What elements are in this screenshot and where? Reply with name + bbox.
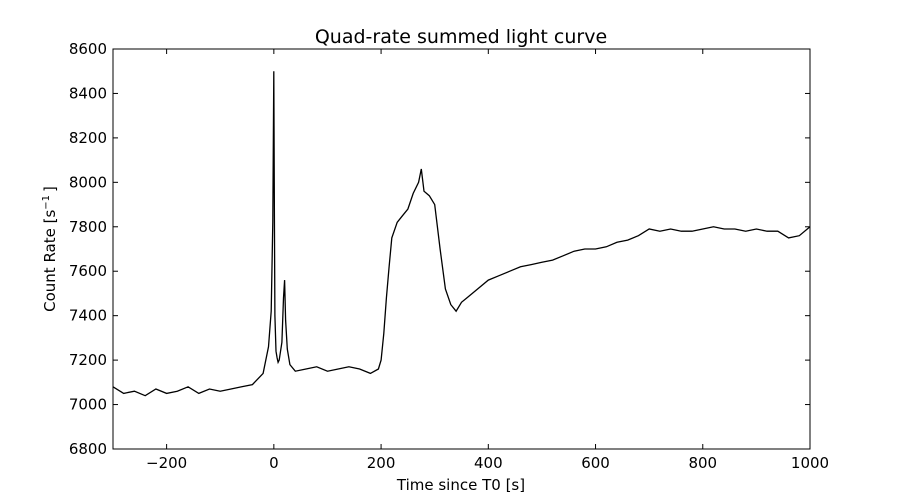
y-tick-label: 7400 — [69, 307, 107, 325]
y-axis-label-main: Count Rate [s — [41, 210, 59, 312]
x-tick-label: −200 — [146, 454, 187, 472]
y-tick-label: 7000 — [69, 396, 107, 414]
y-tick-label: 7800 — [69, 218, 107, 236]
y-tick-label: 8400 — [69, 84, 107, 102]
series-line-light-curve — [112, 71, 811, 397]
x-tick-label: 400 — [474, 454, 503, 472]
x-tick-label: 200 — [367, 454, 396, 472]
x-tick-label: 0 — [269, 454, 279, 472]
y-axis-label-superscript: −1 — [41, 195, 52, 210]
y-tick-label: 8200 — [69, 129, 107, 147]
y-tick-label: 7600 — [69, 262, 107, 280]
y-tick-label: 8600 — [69, 40, 107, 58]
y-tick-label: 7200 — [69, 351, 107, 369]
y-tick-label: 8000 — [69, 173, 107, 191]
y-tick-label: 6800 — [69, 440, 107, 458]
x-axis: −200 0 200 400 600 800 1000 — [146, 49, 829, 472]
x-axis-label: Time since T0 [s] — [396, 476, 525, 494]
x-tick-label: 1000 — [791, 454, 829, 472]
plot-frame — [112, 48, 811, 450]
chart-title: Quad-rate summed light curve — [315, 26, 607, 48]
y-axis-label-end: ] — [41, 186, 59, 192]
x-tick-label: 800 — [688, 454, 717, 472]
y-axis-label: Count Rate [s−1] — [41, 186, 59, 312]
y-axis: 6800 7000 7200 7400 7600 7800 8000 8200 8400 8600 — [69, 40, 810, 458]
x-tick-label: 600 — [581, 454, 610, 472]
